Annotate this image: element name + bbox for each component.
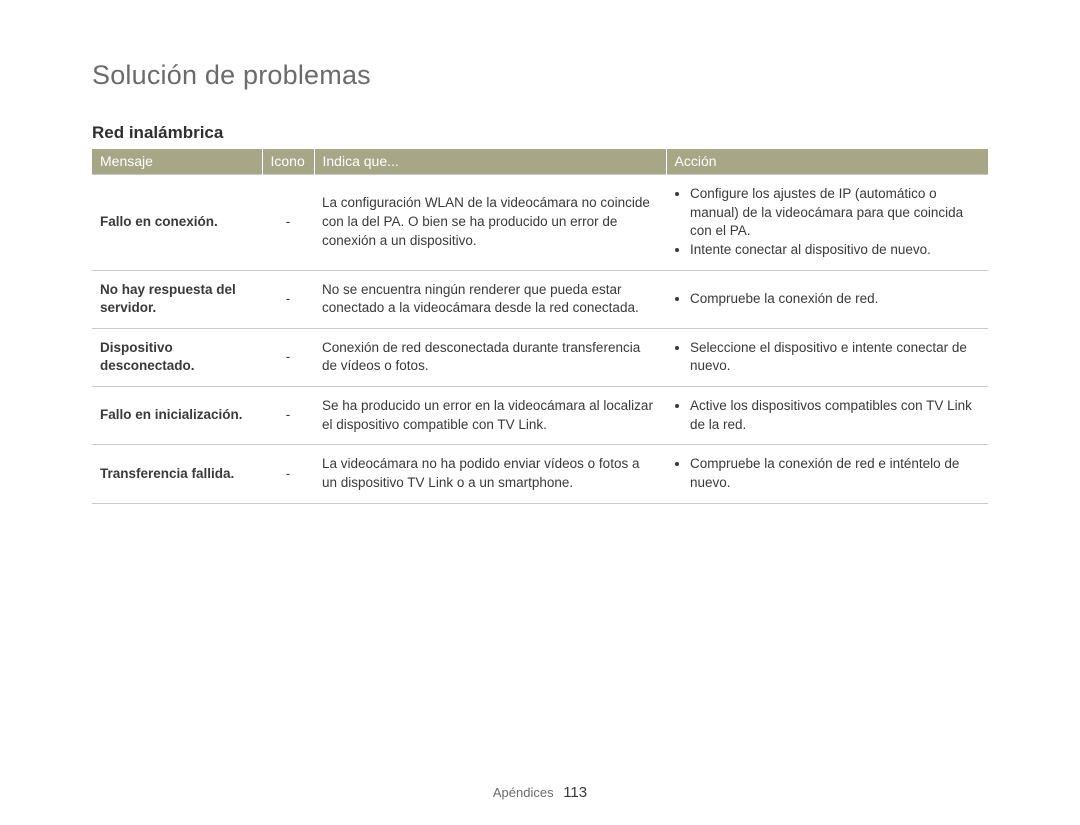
cell-mensaje: Dispositivo desconectado. [92, 328, 262, 386]
cell-icono: - [262, 175, 314, 271]
cell-accion: Configure los ajustes de IP (automático … [666, 175, 988, 271]
table-row: No hay respuesta del servidor.-No se enc… [92, 270, 988, 328]
document-page: Solución de problemas Red inalámbrica Me… [0, 0, 1080, 825]
cell-mensaje: Transferencia fallida. [92, 445, 262, 503]
cell-icono: - [262, 270, 314, 328]
header-accion: Acción [666, 149, 988, 175]
header-icono: Icono [262, 149, 314, 175]
cell-indica: Se ha producido un error en la videocáma… [314, 387, 666, 445]
cell-accion: Active los dispositivos compatibles con … [666, 387, 988, 445]
page-title: Solución de problemas [92, 60, 988, 91]
cell-indica: La videocámara no ha podido enviar vídeo… [314, 445, 666, 503]
action-item: Active los dispositivos compatibles con … [690, 397, 980, 434]
action-list: Compruebe la conexión de red. [674, 290, 980, 309]
cell-mensaje: No hay respuesta del servidor. [92, 270, 262, 328]
troubleshooting-table: Mensaje Icono Indica que... Acción Fallo… [92, 149, 988, 504]
cell-icono: - [262, 328, 314, 386]
action-item: Compruebe la conexión de red e inténtelo… [690, 455, 980, 492]
table-row: Transferencia fallida.-La videocámara no… [92, 445, 988, 503]
action-item: Configure los ajustes de IP (automático … [690, 185, 980, 241]
cell-mensaje: Fallo en inicialización. [92, 387, 262, 445]
action-item: Compruebe la conexión de red. [690, 290, 980, 309]
section-subtitle: Red inalámbrica [92, 123, 988, 143]
action-list: Seleccione el dispositivo e intente cone… [674, 339, 980, 376]
table-body: Fallo en conexión.-La configuración WLAN… [92, 175, 988, 504]
footer-label: Apéndices [493, 785, 554, 800]
footer-page-number: 113 [563, 784, 587, 801]
cell-accion: Compruebe la conexión de red e inténtelo… [666, 445, 988, 503]
cell-mensaje: Fallo en conexión. [92, 175, 262, 271]
header-mensaje: Mensaje [92, 149, 262, 175]
cell-indica: Conexión de red desconectada durante tra… [314, 328, 666, 386]
table-row: Fallo en inicialización.-Se ha producido… [92, 387, 988, 445]
cell-icono: - [262, 445, 314, 503]
action-list: Compruebe la conexión de red e inténtelo… [674, 455, 980, 492]
cell-indica: La configuración WLAN de la videocámara … [314, 175, 666, 271]
cell-accion: Compruebe la conexión de red. [666, 270, 988, 328]
table-header: Mensaje Icono Indica que... Acción [92, 149, 988, 175]
action-item: Seleccione el dispositivo e intente cone… [690, 339, 980, 376]
action-list: Active los dispositivos compatibles con … [674, 397, 980, 434]
cell-accion: Seleccione el dispositivo e intente cone… [666, 328, 988, 386]
header-indica: Indica que... [314, 149, 666, 175]
action-list: Configure los ajustes de IP (automático … [674, 185, 980, 260]
action-item: Intente conectar al dispositivo de nuevo… [690, 241, 980, 260]
table-row: Fallo en conexión.-La configuración WLAN… [92, 175, 988, 271]
cell-indica: No se encuentra ningún renderer que pued… [314, 270, 666, 328]
page-footer: Apéndices 113 [0, 784, 1080, 801]
cell-icono: - [262, 387, 314, 445]
table-row: Dispositivo desconectado.-Conexión de re… [92, 328, 988, 386]
